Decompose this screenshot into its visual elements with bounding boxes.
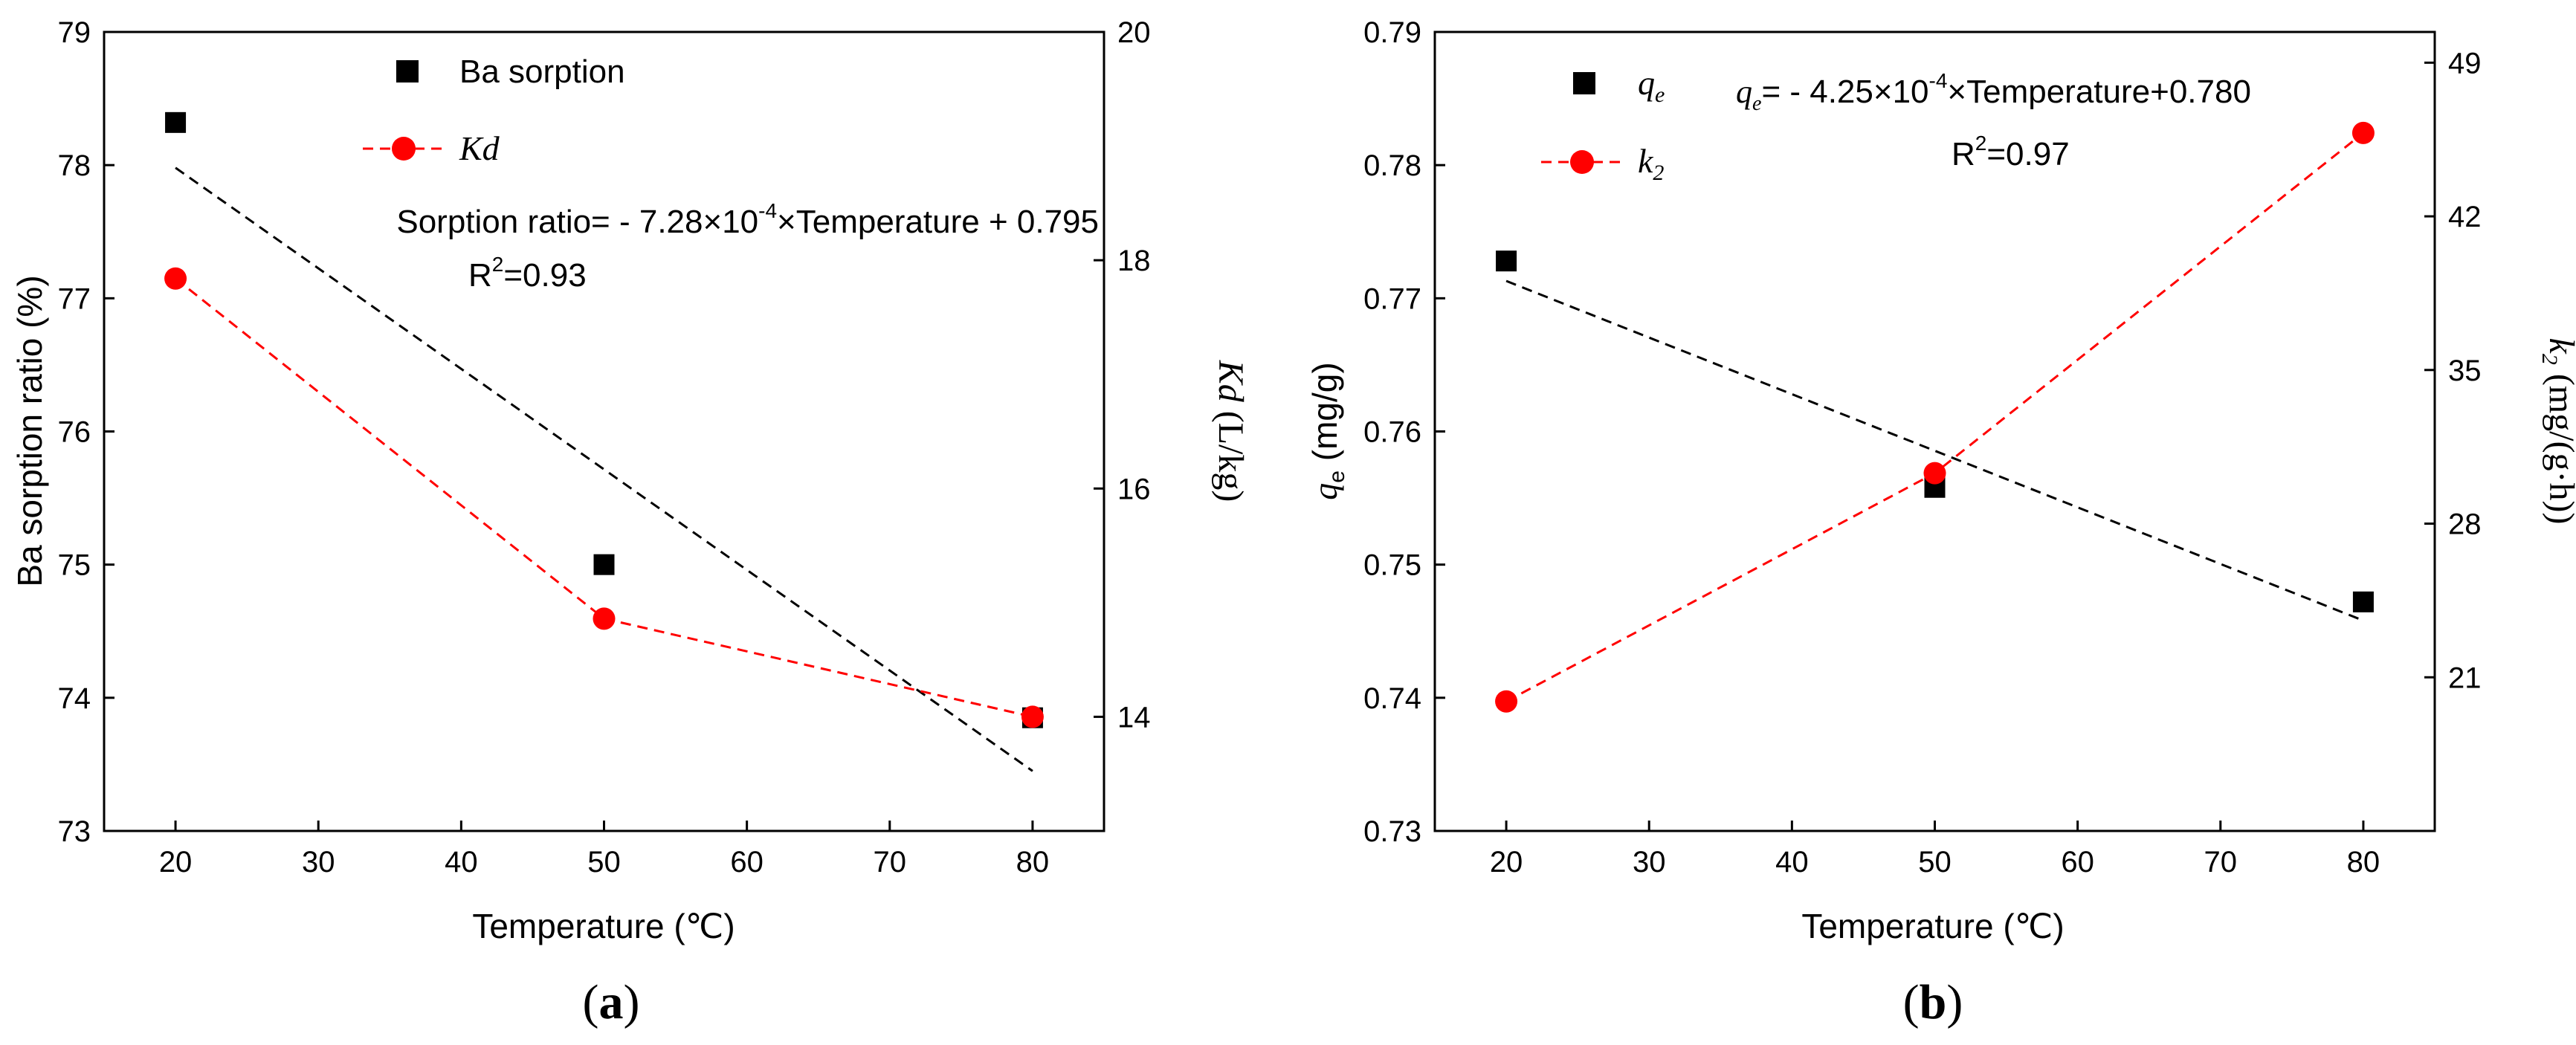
y-left-tick-label-b-1: 0.74: [1363, 682, 1421, 715]
y-axis-right-title-a: Kd (L/kg): [1211, 360, 1250, 502]
y-right-tick-label-a-0: 14: [1117, 701, 1151, 734]
y-right-tick-label-b-2: 35: [2448, 355, 2482, 387]
y-axis-right-title-unit-a: (L/kg): [1211, 402, 1250, 502]
point-kd-a-0: [164, 267, 187, 290]
legend-marker-ba-sorption: [396, 60, 419, 82]
point-kd-a-2: [1021, 705, 1044, 728]
y-left-tick-label-a-6: 79: [58, 16, 91, 49]
legend-label-kd: Kd: [459, 129, 500, 167]
legend-marker-kd: [392, 137, 416, 161]
point-ba-sorption-a-1: [593, 554, 615, 575]
y-left-tick-label-b-0: 0.73: [1363, 815, 1421, 848]
y-axis-left-title-a: Ba sorption ratio (%): [10, 275, 49, 586]
regression-equation-b: qe= - 4.25×10-4×Temperature+0.780: [1736, 69, 2251, 115]
x-tick-label-a-0: 20: [159, 846, 193, 879]
x-tick-label-a-6: 80: [1016, 846, 1050, 879]
x-axis-title-a: Temperature (℃): [472, 907, 735, 945]
legend-label-ba-sorption: Ba sorption: [459, 54, 625, 90]
regression-annotation-b: qe= - 4.25×10-4×Temperature+0.780 R2=0.9…: [1736, 69, 2251, 172]
legend-marker-qe: [1573, 72, 1595, 94]
regression-annotation-a: Sorption ratio= - 7.28×10-4×Temperature …: [396, 199, 1099, 294]
y-left-tick-label-b-2: 0.75: [1363, 549, 1421, 582]
x-tick-label-a-3: 50: [587, 846, 621, 879]
point-k2-b-0: [1495, 690, 1518, 713]
panel-label-a: (a): [583, 975, 640, 1029]
x-tick-label-b-1: 30: [1633, 846, 1666, 879]
panel-label-b: (b): [1903, 975, 1963, 1029]
y-axis-left-ticks-a: 73 74 75 76 77 78 79: [58, 16, 114, 848]
y-axis-right-ticks-b: 21 28 35 42 49: [2424, 47, 2482, 694]
chart-panel-b: 20 30 40 50 60 70 80 0.730.740.750.760.770.780…: [1305, 16, 2576, 1029]
point-qe-b-2: [2352, 591, 2374, 612]
y-right-tick-label-b-1: 28: [2448, 508, 2482, 541]
x-tick-label-a-1: 30: [302, 846, 335, 879]
point-ba-sorption-a-0: [165, 111, 187, 133]
x-tick-label-b-3: 50: [1918, 846, 1952, 879]
y-left-tick-label-b-4: 0.77: [1363, 282, 1421, 315]
y-axis-right-title-b: k2 (mg/(g·h)): [2537, 338, 2576, 525]
series-line-k2-b: [1505, 132, 2364, 703]
x-tick-label-b-2: 40: [1775, 846, 1809, 879]
point-qe-b-0: [1496, 250, 1517, 272]
x-tick-label-b-0: 20: [1490, 846, 1523, 879]
y-left-tick-label-a-5: 78: [58, 149, 91, 182]
x-axis-title-b: Temperature (℃): [1801, 907, 2064, 945]
y-right-tick-label-a-1: 16: [1117, 473, 1151, 505]
x-tick-label-a-4: 60: [730, 846, 764, 879]
y-right-tick-label-b-0: 21: [2448, 661, 2482, 694]
x-axis-ticks-a: 20 30 40 50 60 70 80: [159, 821, 1049, 879]
data-marks-a: [164, 111, 1044, 772]
y-right-tick-label-b-3: 42: [2448, 201, 2482, 233]
x-tick-label-b-5: 70: [2204, 846, 2238, 879]
chart-panel-a: 20 30 40 50 60 70 80 73 74 75 76 77 78 79 14 16 18 20 T…: [10, 16, 1250, 1029]
legend-a: Ba sorption Kd: [363, 54, 625, 167]
point-k2-b-2: [2351, 121, 2375, 144]
y-left-tick-label-b-3: 0.76: [1363, 416, 1421, 449]
r-squared-b: R2=0.97: [1952, 132, 2070, 172]
point-kd-a-1: [593, 607, 616, 630]
y-axis-left-ticks-b: 0.73 0.74 0.75 0.76 0.77 0.78 0.79: [1363, 16, 1445, 848]
y-right-tick-label-a-2: 18: [1117, 245, 1151, 277]
point-k2-b-1: [1923, 462, 1946, 485]
y-right-tick-label-a-3: 20: [1117, 16, 1151, 49]
r-squared-a: R2=0.93: [468, 253, 587, 294]
y-left-tick-label-a-1: 74: [58, 682, 91, 715]
fit-line-a: [175, 166, 1033, 772]
fit-line-b: [1505, 279, 2364, 622]
x-axis-ticks-b: 20 30 40 50 60 70 80: [1490, 821, 2380, 879]
y-left-tick-label-b-6: 0.79: [1363, 16, 1421, 49]
y-axis-right-ticks-a: 14 16 18 20: [1094, 16, 1151, 734]
plot-frame-a: [103, 30, 1105, 832]
regression-equation-a: Sorption ratio= - 7.28×10-4×Temperature …: [396, 199, 1099, 240]
x-tick-label-b-4: 60: [2061, 846, 2094, 879]
y-left-tick-label-a-3: 76: [58, 416, 91, 449]
legend-b: qe k2: [1541, 64, 1665, 185]
x-tick-label-b-6: 80: [2347, 846, 2380, 879]
x-tick-label-a-2: 40: [445, 846, 478, 879]
y-left-tick-label-a-2: 75: [58, 549, 91, 582]
data-marks-b: [1495, 121, 2375, 713]
legend-label-qe: qe: [1638, 64, 1665, 107]
y-axis-left-title-b: qe (mg/g): [1305, 362, 1349, 499]
x-tick-label-a-5: 70: [874, 846, 907, 879]
legend-marker-k2: [1570, 150, 1594, 174]
y-left-tick-label-a-4: 77: [58, 282, 91, 315]
legend-label-k2: k2: [1638, 142, 1664, 185]
y-right-tick-label-b-4: 49: [2448, 47, 2482, 80]
y-left-tick-label-b-5: 0.78: [1363, 149, 1421, 182]
y-axis-right-title-var-a: Kd: [1211, 360, 1250, 403]
series-line-kd-a: [175, 277, 1033, 718]
y-left-tick-label-a-0: 73: [58, 815, 91, 848]
